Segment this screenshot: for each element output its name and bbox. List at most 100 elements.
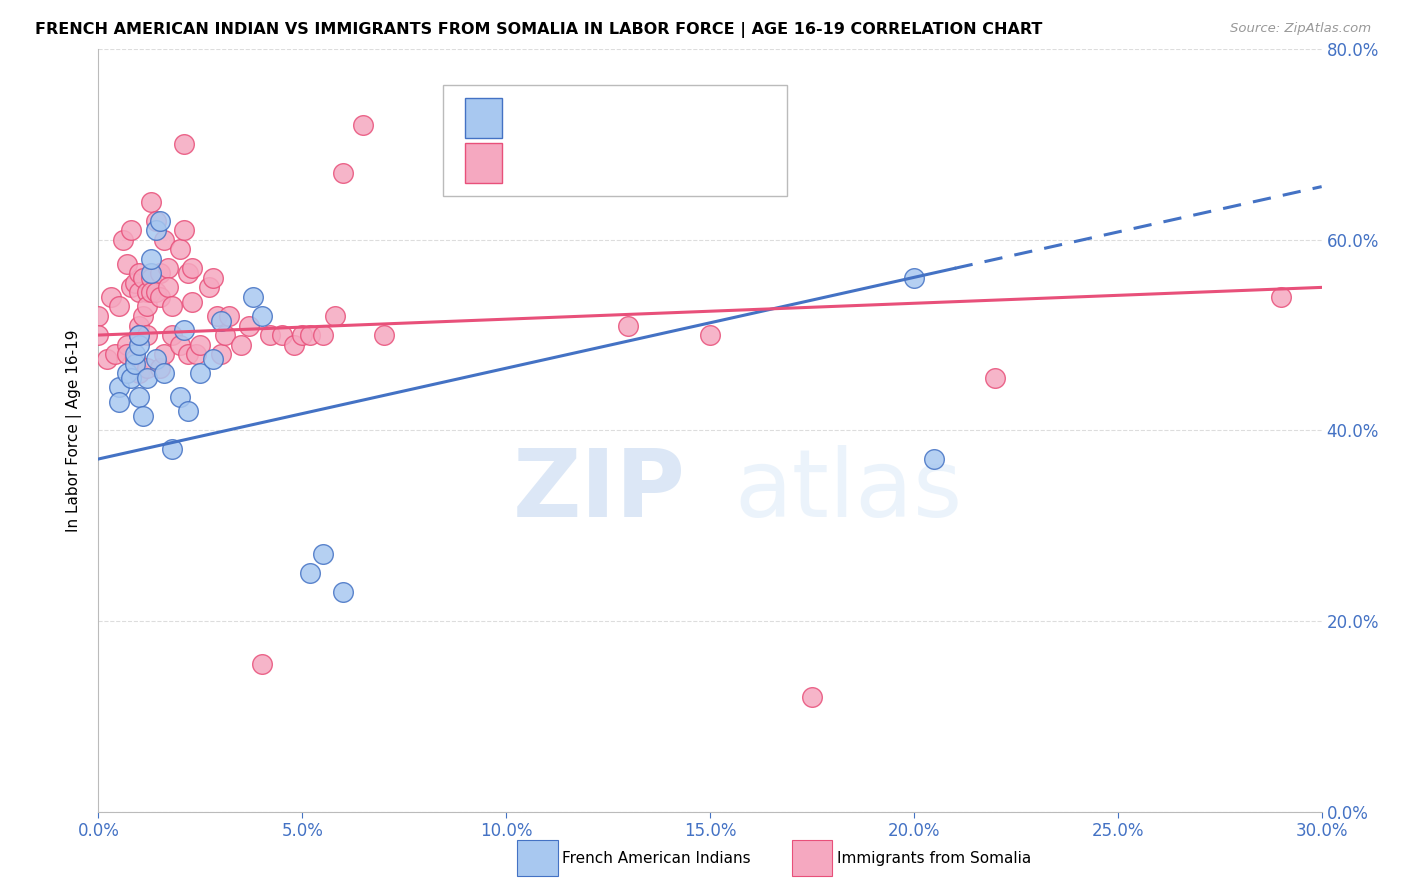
Point	[128, 366, 150, 380]
Point	[132, 271, 155, 285]
Point	[617, 318, 640, 333]
Point	[173, 137, 195, 152]
Point	[197, 280, 219, 294]
Point	[177, 347, 200, 361]
Point	[922, 452, 945, 467]
Point	[132, 409, 155, 423]
Point	[115, 256, 138, 270]
Point	[120, 223, 142, 237]
Text: 0.153: 0.153	[548, 109, 607, 128]
Point	[152, 366, 174, 380]
Point	[96, 351, 118, 366]
Point	[108, 300, 131, 314]
Point	[283, 337, 305, 351]
Text: N =: N =	[593, 153, 647, 172]
Point	[201, 271, 224, 285]
Point	[801, 690, 824, 705]
Point	[903, 271, 925, 285]
Point	[332, 166, 354, 180]
Point	[87, 328, 110, 343]
Point	[299, 566, 322, 581]
Point	[188, 366, 212, 380]
Point	[128, 337, 150, 351]
Point	[152, 233, 174, 247]
Y-axis label: In Labor Force | Age 16-19: In Labor Force | Age 16-19	[66, 329, 83, 532]
Text: 0.058: 0.058	[548, 153, 607, 172]
Point	[181, 294, 204, 309]
Text: 73: 73	[640, 153, 666, 172]
Text: ZIP: ZIP	[513, 445, 686, 537]
Point	[120, 280, 142, 294]
Point	[156, 280, 179, 294]
Point	[312, 328, 335, 343]
Point	[108, 380, 131, 394]
Text: R =: R =	[506, 153, 547, 172]
Point	[145, 213, 167, 227]
Point	[332, 585, 354, 599]
Point	[136, 300, 159, 314]
Point	[149, 266, 172, 280]
Point	[115, 347, 138, 361]
Point	[145, 285, 167, 300]
Point	[250, 657, 273, 671]
Point	[291, 328, 314, 343]
Point	[352, 119, 374, 133]
Point	[160, 300, 183, 314]
Point	[128, 318, 150, 333]
Point	[145, 351, 167, 366]
Point	[160, 442, 183, 457]
Point	[136, 328, 159, 343]
Text: Immigrants from Somalia: Immigrants from Somalia	[837, 851, 1031, 865]
Point	[136, 285, 159, 300]
Point	[201, 351, 224, 366]
Point	[145, 223, 167, 237]
Point	[214, 328, 236, 343]
Point	[312, 547, 335, 561]
Point	[238, 318, 260, 333]
Point	[111, 233, 134, 247]
Point	[124, 276, 146, 290]
Point	[169, 337, 191, 351]
Text: Source: ZipAtlas.com: Source: ZipAtlas.com	[1230, 22, 1371, 36]
Text: N =: N =	[593, 109, 647, 128]
Point	[209, 314, 232, 328]
Point	[100, 290, 122, 304]
Point	[259, 328, 281, 343]
Point	[128, 328, 150, 343]
Point	[250, 309, 273, 323]
Point	[984, 371, 1007, 385]
Point	[136, 371, 159, 385]
Point	[152, 347, 174, 361]
Point	[169, 242, 191, 256]
Point	[149, 361, 172, 376]
Text: R =: R =	[506, 109, 547, 128]
Point	[231, 337, 253, 351]
Point	[149, 213, 172, 227]
Point	[173, 223, 195, 237]
Point	[188, 337, 212, 351]
Point	[177, 404, 200, 418]
Point	[124, 351, 146, 366]
Point	[169, 390, 191, 404]
Point	[141, 194, 163, 209]
Point	[323, 309, 346, 323]
Point	[132, 309, 155, 323]
Point	[218, 309, 240, 323]
Point	[141, 271, 163, 285]
Point	[299, 328, 322, 343]
Point	[124, 347, 146, 361]
Point	[141, 285, 163, 300]
Point	[160, 328, 183, 343]
Point	[181, 261, 204, 276]
Point	[242, 290, 264, 304]
Point	[1270, 290, 1292, 304]
Point	[209, 347, 232, 361]
Point	[128, 266, 150, 280]
Point	[149, 290, 172, 304]
Point	[124, 357, 146, 371]
Point	[108, 394, 131, 409]
Point	[141, 266, 163, 280]
Point	[104, 347, 127, 361]
Point	[128, 390, 150, 404]
Point	[120, 371, 142, 385]
